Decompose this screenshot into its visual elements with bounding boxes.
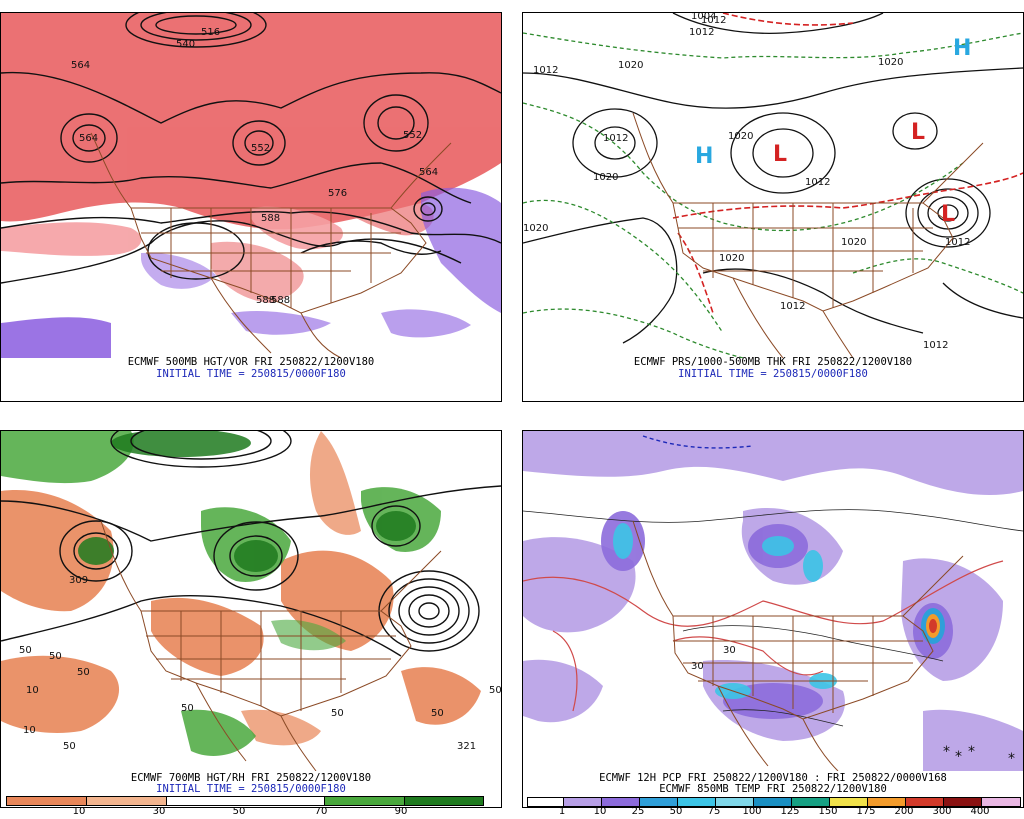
map-precipitation: * * * * 30 30: [523, 431, 1023, 771]
high-pressure-marker: H: [953, 36, 971, 61]
panel-caption-title: ECMWF 500MB HGT/VOR FRI 250822/1200V180: [127, 356, 375, 368]
colorbar-label: 200: [894, 806, 914, 817]
colorbar-label: 70: [314, 806, 328, 817]
panel-700mb-hgt-rh: 309 50 50 50 10 50 50 50 50 321 10 50 EC…: [0, 430, 502, 808]
contour-label: 50: [431, 708, 444, 719]
contour-label: 1012: [603, 133, 628, 144]
contour-label: 50: [181, 703, 194, 714]
contour-label: 564: [79, 133, 98, 144]
contour-label: 50: [331, 708, 344, 719]
snow-symbol: *: [1008, 751, 1015, 767]
colorbar-label: 50: [232, 806, 246, 817]
panel-mslp-thickness: L L L H H 1004 1012 1020 1012 1020 1012 …: [522, 12, 1024, 402]
contour-label: 1012: [780, 301, 805, 312]
contour-label: 321: [457, 741, 476, 752]
contour-label: 588: [261, 213, 280, 224]
rh-colorbar-segment: [86, 796, 168, 806]
low-pressure-marker: L: [911, 120, 925, 145]
panel-caption-init-time: INITIAL TIME = 250815/0000F180: [156, 783, 346, 795]
contour-label: 540: [176, 39, 195, 50]
rh-colorbar-segment: [404, 796, 484, 806]
snow-symbol: *: [943, 744, 950, 760]
contour-label: 10: [26, 685, 39, 696]
high-pressure-marker: H: [695, 144, 713, 169]
low-pressure-marker: L: [941, 202, 955, 227]
contour-label: 564: [419, 167, 438, 178]
colorbar-label: 90: [394, 806, 408, 817]
colorbar-label: 100: [742, 806, 762, 817]
colorbar-label: 75: [707, 806, 721, 817]
map-mslp-thickness: L L L H H 1004 1012 1020 1012 1020 1012 …: [523, 13, 1023, 358]
snow-symbol: *: [968, 744, 975, 760]
low-pressure-marker: L: [773, 142, 787, 167]
contour-label: 1020: [523, 223, 548, 234]
contour-label: 1012: [805, 177, 830, 188]
colorbar-label: 25: [631, 806, 645, 817]
contour-label: 1020: [728, 131, 753, 142]
colorbar-label: 30: [152, 806, 166, 817]
panel-caption-init-time: INITIAL TIME = 250815/0000F180: [156, 368, 346, 380]
map-700mb-relative-humidity: 309 50 50 50 10 50 50 50 50 321 10 50: [1, 431, 501, 771]
contour-label: 50: [489, 685, 501, 696]
panel-precip-850mb-temp: * * * * 30 30 ECMWF 12H PCP FRI 250822/1…: [522, 430, 1024, 808]
contour-label: 1012: [533, 65, 558, 76]
contour-label: 1012: [923, 340, 948, 351]
panel-caption-init-time: INITIAL TIME = 250815/0000F180: [678, 368, 868, 380]
contour-label: 50: [63, 741, 76, 752]
contour-label: 1020: [719, 253, 744, 264]
panel-caption-subtitle: ECMWF 850MB TEMP FRI 250822/1200V180: [659, 783, 887, 795]
contour-label: 564: [71, 60, 90, 71]
colorbar-label: 175: [856, 806, 876, 817]
colorbar-label: 400: [970, 806, 990, 817]
precip-colorbar-labels: 1 10 25 50 75 100 125 150 175 200 300 40…: [526, 806, 1018, 818]
panel-500mb-hgt-vor: 516 540 564 564 552 552 564 576 588 588 …: [0, 12, 502, 402]
map-500mb-vorticity: 516 540 564 564 552 552 564 576 588 588 …: [1, 13, 501, 358]
rh-colorbar: [6, 796, 484, 806]
precip-colorbar: [527, 797, 1021, 807]
colorbar-label: 10: [72, 806, 86, 817]
contour-label: 552: [251, 143, 270, 154]
contour-label: 30: [723, 645, 736, 656]
colorbar-label: 150: [818, 806, 838, 817]
contour-label: 1012: [945, 237, 970, 248]
contour-label: 309: [69, 575, 88, 586]
contour-label: 10: [23, 725, 36, 736]
rh-colorbar-segment: [6, 796, 88, 806]
colorbar-label: 300: [932, 806, 952, 817]
colorbar-label: 50: [669, 806, 683, 817]
contour-label: 588: [271, 295, 290, 306]
rh-colorbar-segment: [324, 796, 406, 806]
contour-label: 1020: [593, 172, 618, 183]
colorbar-label: 125: [780, 806, 800, 817]
contour-label: 1004: [691, 13, 716, 22]
contour-label: 1012: [689, 27, 714, 38]
contour-label: 1012: [701, 15, 726, 26]
contour-label: 50: [77, 667, 90, 678]
contour-label: 576: [328, 188, 347, 199]
contour-label: 588: [256, 295, 275, 306]
colorbar-label: 1: [558, 806, 566, 817]
contour-label: 552: [403, 130, 422, 141]
contour-label: 1020: [878, 57, 903, 68]
panel-caption-title: ECMWF 12H PCP FRI 250822/1200V180 : FRI …: [599, 772, 947, 784]
snow-symbol: *: [955, 749, 962, 765]
contour-label: 30: [691, 661, 704, 672]
rh-colorbar-labels: 10 30 50 70 90: [5, 806, 481, 818]
panel-caption-title: ECMWF PRS/1000-500MB THK FRI 250822/1200…: [633, 356, 913, 368]
rh-colorbar-segment: [166, 796, 326, 806]
contour-label: 516: [201, 27, 220, 38]
panel-caption-title: ECMWF 700MB HGT/RH FRI 250822/1200V180: [130, 772, 372, 784]
contour-label: 50: [19, 645, 32, 656]
precip-colorbar-segment: [981, 797, 1021, 807]
contour-label: 1020: [618, 60, 643, 71]
colorbar-label: 10: [593, 806, 607, 817]
contour-label: 1020: [841, 237, 866, 248]
contour-label: 50: [49, 651, 62, 662]
